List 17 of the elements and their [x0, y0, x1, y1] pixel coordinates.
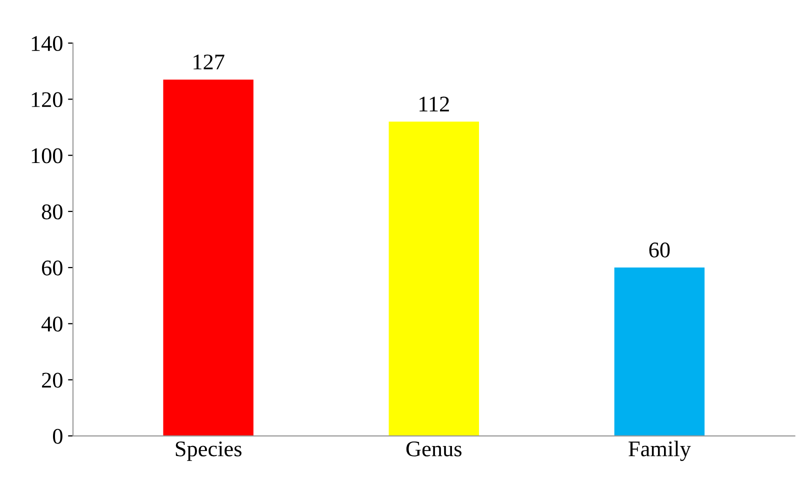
y-tick-label: 120 [32, 92, 62, 108]
bar [388, 122, 479, 436]
y-tick-label: 20 [42, 372, 62, 388]
bar [614, 268, 705, 436]
y-tick-label: 0 [53, 428, 62, 444]
y-tick-label: 40 [41, 316, 62, 332]
x-tick-label: Family [628, 440, 691, 461]
data-label: 127 [194, 54, 224, 70]
y-tick-label: 100 [32, 148, 62, 164]
y-tick-label: 80 [42, 204, 62, 220]
y-tick-label: 140 [32, 36, 62, 52]
data-label: 112 [420, 96, 449, 112]
x-tick-label: Genus [406, 441, 462, 456]
bar [163, 80, 254, 436]
x-tick-label: Species [176, 441, 242, 461]
y-tick-label: 60 [42, 260, 62, 276]
data-label: 60 [649, 242, 670, 258]
